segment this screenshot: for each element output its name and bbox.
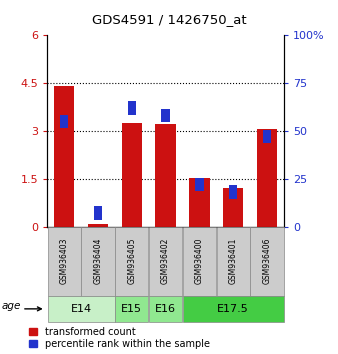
Text: GSM936402: GSM936402: [161, 238, 170, 284]
Bar: [60, 115, 68, 128]
Bar: [155, 124, 176, 227]
Text: age: age: [2, 301, 21, 311]
Bar: [162, 109, 170, 122]
Bar: [88, 224, 108, 227]
Text: E16: E16: [155, 304, 176, 314]
Text: E15: E15: [121, 304, 142, 314]
Text: E17.5: E17.5: [217, 304, 249, 314]
Text: GSM936406: GSM936406: [263, 238, 271, 284]
Bar: [263, 130, 271, 143]
Text: GSM936405: GSM936405: [127, 238, 136, 284]
Text: E14: E14: [71, 304, 92, 314]
Bar: [189, 178, 210, 227]
Text: GSM936404: GSM936404: [94, 238, 102, 284]
Text: GSM936403: GSM936403: [60, 238, 69, 284]
Bar: [223, 188, 243, 227]
Bar: [257, 130, 277, 227]
Bar: [94, 206, 102, 220]
Bar: [54, 86, 74, 227]
Legend: transformed count, percentile rank within the sample: transformed count, percentile rank withi…: [28, 327, 210, 349]
Text: GSM936400: GSM936400: [195, 238, 204, 284]
Text: GSM936401: GSM936401: [229, 238, 238, 284]
Bar: [229, 185, 238, 199]
Text: GDS4591 / 1426750_at: GDS4591 / 1426750_at: [92, 13, 246, 26]
Bar: [128, 101, 136, 115]
Bar: [122, 123, 142, 227]
Bar: [195, 178, 204, 191]
